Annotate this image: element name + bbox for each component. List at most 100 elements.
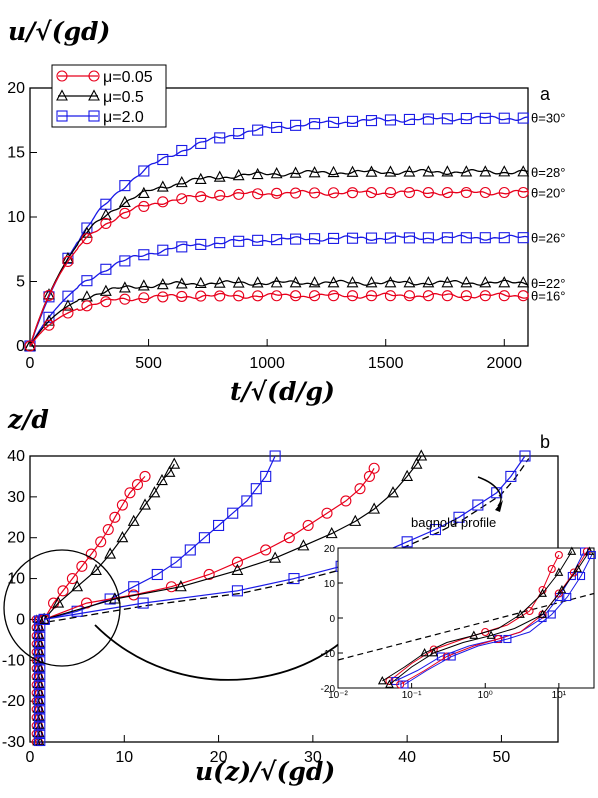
inset-x-tick-label: 10⁻¹	[402, 690, 422, 701]
chart-a-data-point	[498, 290, 510, 302]
chart-a-angle-label: θ=20°	[531, 185, 565, 200]
chart-b-data-point	[139, 470, 151, 482]
chart-a-data-point	[517, 165, 530, 177]
chart-a-data-point	[233, 290, 245, 302]
chart-a-data-point	[118, 281, 131, 293]
chart-a-panel-label: a	[540, 84, 551, 104]
chart-a-data-point	[517, 290, 529, 302]
chart-a-data-point	[252, 124, 264, 136]
chart-b-x-axis-title: u(z)/√(gd)	[195, 757, 335, 786]
chart-b-data-point	[363, 470, 375, 482]
chart-a-series-line	[29, 279, 529, 347]
chart-a-data-point	[422, 290, 434, 302]
chart-b-data-point	[52, 596, 65, 608]
chart-b-data-point	[213, 519, 225, 532]
inset-data-point	[557, 584, 567, 594]
inset-x-tick-label: 10⁻²	[328, 690, 348, 701]
zoom-circle	[3, 549, 121, 667]
chart-a-data-point	[43, 311, 55, 323]
chart-b-data-point	[283, 532, 295, 544]
chart-a-x-tick-label: 1000	[249, 355, 285, 372]
chart-a-data-point	[460, 186, 472, 199]
chart-a-data-point	[118, 195, 131, 207]
chart-a-series-line	[29, 189, 529, 347]
chart-a-data-point	[175, 277, 188, 289]
chart-b-y-tick-label: 20	[7, 530, 25, 547]
chart-b-x-tick-label: 50	[493, 749, 511, 766]
inset-data-point	[573, 563, 583, 573]
chart-a-data-point	[309, 290, 321, 302]
chart-a-data-point	[441, 165, 454, 177]
chart-a-data-point	[498, 165, 511, 177]
chart-a-data-point	[441, 232, 453, 244]
chart-a-data-point	[62, 299, 74, 311]
chart-a-angle-label: θ=22°	[531, 276, 565, 291]
chart-a-data-point	[119, 207, 131, 219]
chart-a-data-point	[365, 276, 378, 288]
chart-b-data-point	[85, 548, 97, 560]
chart-a-data-point	[290, 119, 302, 131]
inset-data-point	[469, 630, 479, 639]
legend-label: μ=2.0	[103, 109, 144, 126]
chart-a-y-tick-label: 5	[16, 274, 25, 291]
chart-b-data-point	[174, 580, 187, 592]
chart-a-data-point	[517, 112, 529, 124]
chart-a-data-point	[290, 290, 302, 302]
chart-b-base-point	[35, 736, 45, 746]
chart-b-base-point	[37, 664, 46, 673]
chart-b-series-line	[44, 455, 526, 620]
inset-data-point	[494, 634, 503, 644]
chart-a-angle-label: θ=16°	[531, 289, 565, 304]
inset-data-point	[563, 592, 572, 602]
chart-a-angle-label: θ=28°	[531, 165, 565, 180]
bagnold-arrow-line	[477, 476, 502, 507]
chart-a-data-point	[156, 180, 169, 192]
chart-b-base-point	[37, 680, 46, 689]
chart-b-data-point	[109, 511, 121, 523]
chart-b-data-point	[453, 511, 465, 523]
legend-marker	[56, 110, 68, 122]
chart-a-data-point	[252, 234, 264, 246]
chart-b-series-line	[43, 455, 276, 620]
chart-b-data-point	[38, 613, 50, 625]
chart-b-base-point	[37, 721, 46, 730]
inset-data-point	[538, 588, 547, 597]
chart-b-data-point	[203, 568, 215, 581]
chart-a-data-point	[157, 196, 169, 208]
inset-data-point	[400, 680, 409, 689]
chart-b-series-line	[43, 463, 175, 620]
chart-a-data-point	[422, 232, 434, 244]
chart-a-data-point	[327, 165, 340, 178]
chart-a-data-point	[479, 290, 491, 302]
chart-a-data-point	[100, 217, 112, 230]
chart-a-data-point	[441, 276, 454, 288]
chart-b-base-point	[37, 705, 46, 714]
chart-a-data-point	[403, 276, 416, 288]
chart-b-x-tick-label: 40	[398, 749, 416, 766]
chart-a-data-point	[365, 187, 378, 199]
bagnold-arrow-head	[495, 500, 503, 512]
inset-series-line	[389, 551, 590, 685]
chart-b-data-point	[131, 479, 144, 491]
chart-a-data-point	[119, 180, 131, 192]
chart-b-data-point	[401, 536, 413, 548]
legend-marker	[88, 89, 100, 101]
chart-a-data-point	[43, 319, 55, 331]
chart-b-x-tick-label: 10	[115, 749, 133, 766]
inset-data-point	[385, 676, 394, 686]
inset-dashed-line	[337, 592, 595, 661]
inset-data-point	[503, 634, 512, 644]
chart-a-data-point	[365, 115, 378, 127]
chart-b-data-point	[198, 532, 210, 544]
chart-b-data-point	[241, 495, 253, 507]
chart-a-data-point	[479, 165, 492, 177]
inset-data-point	[486, 630, 496, 639]
chart-b-base-point	[35, 671, 45, 680]
chart-a-data-point	[327, 187, 340, 199]
chart-a-data-point	[62, 255, 74, 268]
chart-a-data-point	[422, 113, 434, 125]
legend-label: μ=0.5	[103, 89, 144, 106]
chart-b-base-point	[35, 687, 45, 697]
chart-a-data-point	[176, 290, 188, 302]
